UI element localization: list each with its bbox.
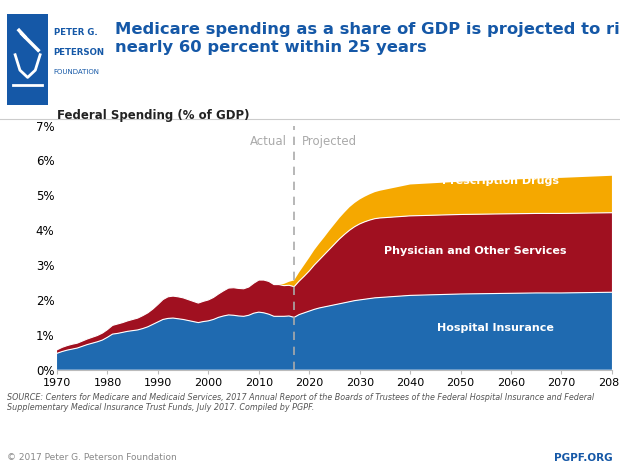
Text: Medicare spending as a share of GDP is projected to rise by
nearly 60 percent wi: Medicare spending as a share of GDP is p… (115, 22, 620, 55)
Text: Hospital Insurance: Hospital Insurance (438, 323, 554, 333)
Text: Federal Spending (% of GDP): Federal Spending (% of GDP) (57, 109, 249, 122)
Text: © 2017 Peter G. Peterson Foundation: © 2017 Peter G. Peterson Foundation (7, 453, 177, 462)
Text: FOUNDATION: FOUNDATION (53, 69, 100, 75)
Bar (7, 14, 48, 105)
Text: PETERSON: PETERSON (53, 47, 105, 57)
Text: PETER G.: PETER G. (53, 27, 97, 37)
Text: SOURCE: Centers for Medicare and Medicaid Services, 2017 Annual Report of the Bo: SOURCE: Centers for Medicare and Medicai… (7, 393, 595, 412)
Text: Prescription Drugs: Prescription Drugs (443, 176, 559, 186)
Text: Actual: Actual (250, 135, 286, 148)
Text: PGPF.ORG: PGPF.ORG (554, 453, 613, 464)
Text: Projected: Projected (302, 135, 357, 148)
Text: Physician and Other Services: Physician and Other Services (384, 246, 567, 256)
